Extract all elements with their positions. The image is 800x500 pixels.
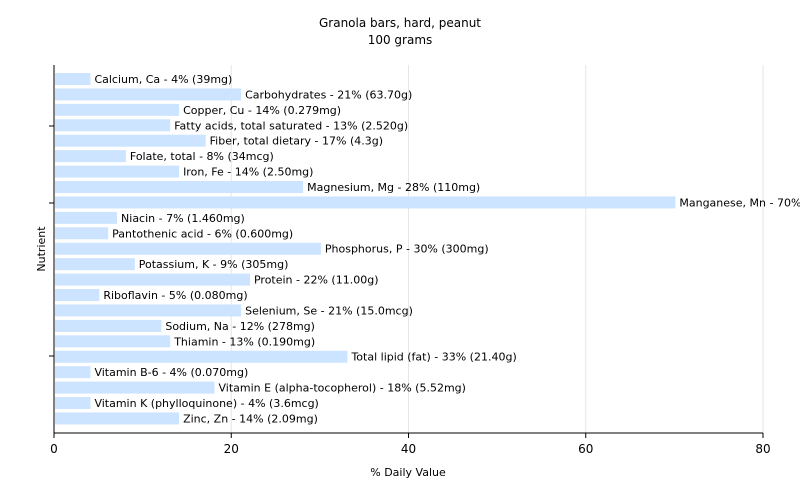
bar-label: Niacin - 7% (1.460mg) [121,212,245,225]
bar [55,181,304,194]
bar [55,366,91,379]
bar-label: Total lipid (fat) - 33% (21.40g) [350,351,516,364]
bar [55,397,91,410]
bar-label: Phosphorus, P - 30% (300mg) [325,243,489,256]
x-tick-label: 60 [578,442,593,456]
bar-label: Vitamin E (alpha-tocopherol) - 18% (5.52… [219,382,466,395]
bar-label: Pantothenic acid - 6% (0.600mg) [112,227,293,240]
x-tick-label: 20 [224,442,239,456]
x-axis-title: % Daily Value [370,466,446,479]
bar [55,88,242,101]
bar-label: Protein - 22% (11.00g) [254,274,379,287]
bar [55,304,242,317]
bar-label: Sodium, Na - 12% (278mg) [165,320,315,333]
bar-label: Manganese, Mn - 70% (1.407mg) [679,196,800,209]
bar-label: Copper, Cu - 14% (0.279mg) [183,104,341,117]
bar [55,289,100,302]
bar-label: Potassium, K - 9% (305mg) [139,258,289,271]
bar-label: Iron, Fe - 14% (2.50mg) [183,166,313,179]
bar [55,103,180,116]
bar [55,211,118,224]
bar-label: Thiamin - 13% (0.190mg) [173,335,315,348]
x-tick-label: 80 [755,442,770,456]
x-axis-ticks: 0 20 40 60 80 [50,433,771,456]
bar [55,196,676,209]
bar-label: Selenium, Se - 21% (15.0mcg) [245,304,413,317]
bar [55,319,162,332]
bar [55,412,180,425]
bar [55,242,321,255]
bars [55,73,676,425]
bar [55,165,180,178]
bar [55,134,206,147]
bar-label: Fatty acids, total saturated - 13% (2.52… [174,119,408,132]
bar [55,119,171,132]
bar [55,258,135,271]
bar [55,350,348,363]
bar [55,335,171,348]
bar-label: Riboflavin - 5% (0.080mg) [103,289,247,302]
chart-title: Granola bars, hard, peanut [319,16,481,30]
bar-label: Fiber, total dietary - 17% (4.3g) [210,135,383,148]
x-tick-label: 40 [401,442,416,456]
bar-labels: Calcium, Ca - 4% (39mg) Carbohydrates - 2… [94,73,800,425]
y-axis-ticks [49,125,54,357]
bar-label: Carbohydrates - 21% (63.70g) [245,88,412,101]
bar [55,150,126,163]
x-tick-label: 0 [50,442,58,456]
bar [55,73,91,85]
bar-label: Vitamin K (phylloquinone) - 4% (3.6mcg) [94,397,318,410]
bar-label: Calcium, Ca - 4% (39mg) [94,73,232,86]
bar [55,381,215,394]
bar [55,273,250,286]
bar-label: Zinc, Zn - 14% (2.09mg) [183,412,318,425]
bar-label: Folate, total - 8% (34mcg) [130,150,274,163]
y-axis-title: Nutrient [35,226,48,272]
bar-label: Vitamin B-6 - 4% (0.070mg) [94,366,248,379]
bar [55,227,109,240]
bar-label: Magnesium, Mg - 28% (110mg) [307,181,480,194]
chart-subtitle: 100 grams [368,33,433,47]
